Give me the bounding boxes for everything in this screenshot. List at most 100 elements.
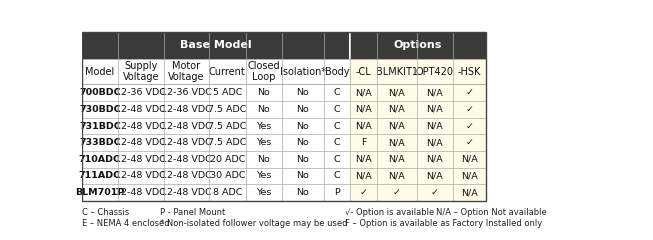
Text: N/A: N/A — [461, 155, 478, 164]
FancyBboxPatch shape — [209, 151, 246, 168]
Text: F: F — [361, 138, 366, 147]
FancyBboxPatch shape — [351, 134, 377, 151]
Text: N/A: N/A — [355, 88, 372, 97]
FancyBboxPatch shape — [209, 84, 246, 101]
Text: N/A: N/A — [426, 138, 443, 147]
FancyBboxPatch shape — [82, 151, 118, 168]
FancyBboxPatch shape — [453, 168, 486, 184]
Text: Model: Model — [86, 67, 114, 77]
Text: 12-48 VDC: 12-48 VDC — [116, 138, 167, 147]
Text: Motor
Voltage: Motor Voltage — [168, 61, 204, 83]
Text: Isolation*: Isolation* — [279, 67, 326, 77]
FancyBboxPatch shape — [164, 151, 209, 168]
FancyBboxPatch shape — [282, 118, 323, 134]
FancyBboxPatch shape — [118, 84, 164, 101]
Text: Supply
Voltage: Supply Voltage — [123, 61, 159, 83]
Text: N/A: N/A — [355, 171, 372, 180]
FancyBboxPatch shape — [82, 118, 118, 134]
Text: ✓: ✓ — [360, 188, 368, 197]
FancyBboxPatch shape — [246, 184, 282, 201]
Text: Yes: Yes — [256, 171, 272, 180]
Text: No: No — [296, 155, 309, 164]
Text: N/A: N/A — [461, 188, 478, 197]
Text: P - Panel Mount: P - Panel Mount — [160, 208, 225, 217]
Text: BLM701P: BLM701P — [75, 188, 125, 197]
FancyBboxPatch shape — [246, 151, 282, 168]
FancyBboxPatch shape — [453, 184, 486, 201]
FancyBboxPatch shape — [164, 59, 209, 84]
FancyBboxPatch shape — [349, 32, 351, 59]
FancyBboxPatch shape — [282, 84, 323, 101]
FancyBboxPatch shape — [377, 118, 417, 134]
FancyBboxPatch shape — [118, 168, 164, 184]
FancyBboxPatch shape — [453, 84, 486, 101]
FancyBboxPatch shape — [417, 168, 453, 184]
FancyBboxPatch shape — [323, 151, 351, 168]
Text: Base Model: Base Model — [180, 40, 252, 50]
Text: C: C — [334, 138, 340, 147]
Text: E – NEMA 4 enclosed: E – NEMA 4 enclosed — [82, 219, 169, 228]
FancyBboxPatch shape — [82, 32, 351, 59]
Text: -CL: -CL — [356, 67, 372, 77]
Text: No: No — [296, 105, 309, 114]
Text: ✓: ✓ — [431, 188, 439, 197]
Text: -HSK: -HSK — [458, 67, 481, 77]
FancyBboxPatch shape — [377, 151, 417, 168]
FancyBboxPatch shape — [417, 184, 453, 201]
FancyBboxPatch shape — [246, 101, 282, 118]
FancyBboxPatch shape — [453, 151, 486, 168]
Text: 730BDC: 730BDC — [79, 105, 121, 114]
Text: C: C — [334, 155, 340, 164]
Text: F – Option is available as Factory Installed only: F – Option is available as Factory Insta… — [345, 219, 542, 228]
Text: ✓: ✓ — [466, 138, 473, 147]
FancyBboxPatch shape — [377, 168, 417, 184]
Text: √- Option is available: √- Option is available — [345, 208, 434, 217]
Text: Options: Options — [394, 40, 442, 50]
Text: 7.5 ADC: 7.5 ADC — [208, 105, 247, 114]
Text: C: C — [334, 121, 340, 131]
Text: Yes: Yes — [256, 188, 272, 197]
FancyBboxPatch shape — [282, 59, 323, 84]
Text: 12-48 VDC: 12-48 VDC — [161, 138, 212, 147]
Text: * Non-isolated follower voltage may be used: * Non-isolated follower voltage may be u… — [160, 219, 347, 228]
FancyBboxPatch shape — [417, 84, 453, 101]
FancyBboxPatch shape — [417, 134, 453, 151]
FancyBboxPatch shape — [209, 101, 246, 118]
FancyBboxPatch shape — [82, 168, 118, 184]
FancyBboxPatch shape — [164, 118, 209, 134]
FancyBboxPatch shape — [282, 151, 323, 168]
Text: N/A: N/A — [355, 105, 372, 114]
FancyBboxPatch shape — [377, 59, 417, 84]
FancyBboxPatch shape — [246, 84, 282, 101]
Text: 5 ADC: 5 ADC — [213, 88, 242, 97]
Text: 12-48 VDC: 12-48 VDC — [161, 105, 212, 114]
FancyBboxPatch shape — [282, 168, 323, 184]
FancyBboxPatch shape — [417, 151, 453, 168]
FancyBboxPatch shape — [246, 168, 282, 184]
FancyBboxPatch shape — [417, 101, 453, 118]
FancyBboxPatch shape — [118, 118, 164, 134]
FancyBboxPatch shape — [82, 101, 118, 118]
FancyBboxPatch shape — [377, 84, 417, 101]
Text: 12-48 VDC: 12-48 VDC — [161, 155, 212, 164]
FancyBboxPatch shape — [453, 134, 486, 151]
FancyBboxPatch shape — [351, 101, 377, 118]
Text: 12-48 VDC: 12-48 VDC — [116, 171, 167, 180]
Text: 733BDC: 733BDC — [79, 138, 121, 147]
Text: 12-36 VDC: 12-36 VDC — [161, 88, 212, 97]
Text: C: C — [334, 171, 340, 180]
FancyBboxPatch shape — [282, 101, 323, 118]
Text: 12-36 VDC: 12-36 VDC — [116, 88, 167, 97]
Text: N/A: N/A — [426, 105, 443, 114]
FancyBboxPatch shape — [323, 134, 351, 151]
FancyBboxPatch shape — [164, 134, 209, 151]
Text: No: No — [257, 155, 270, 164]
FancyBboxPatch shape — [351, 151, 377, 168]
FancyBboxPatch shape — [118, 101, 164, 118]
FancyBboxPatch shape — [82, 134, 118, 151]
FancyBboxPatch shape — [164, 84, 209, 101]
FancyBboxPatch shape — [209, 168, 246, 184]
FancyBboxPatch shape — [351, 118, 377, 134]
Text: No: No — [296, 88, 309, 97]
FancyBboxPatch shape — [118, 151, 164, 168]
